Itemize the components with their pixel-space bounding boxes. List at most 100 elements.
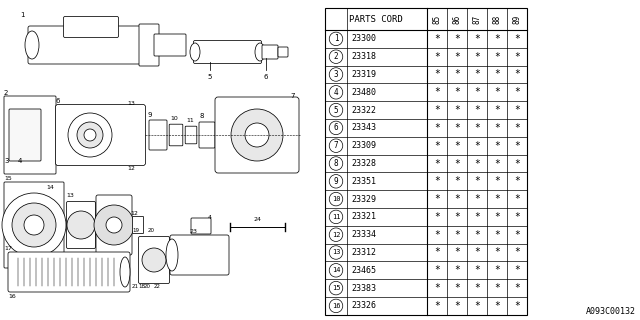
Text: *: * [454, 52, 460, 62]
Text: 11: 11 [332, 214, 340, 220]
Text: *: * [514, 247, 520, 258]
Ellipse shape [190, 43, 200, 61]
FancyBboxPatch shape [170, 235, 229, 275]
Text: 23343: 23343 [351, 124, 376, 132]
Circle shape [329, 85, 343, 99]
Text: 86: 86 [452, 14, 461, 24]
Text: *: * [514, 283, 520, 293]
FancyBboxPatch shape [4, 182, 64, 268]
FancyBboxPatch shape [149, 120, 167, 150]
Text: 1: 1 [333, 34, 339, 44]
Text: *: * [454, 247, 460, 258]
Text: *: * [474, 265, 480, 275]
Text: *: * [434, 105, 440, 115]
Text: *: * [474, 158, 480, 169]
Text: 4: 4 [208, 215, 212, 220]
Text: *: * [434, 194, 440, 204]
Text: 88: 88 [493, 14, 502, 24]
Text: 13: 13 [66, 193, 74, 198]
Text: *: * [434, 158, 440, 169]
Text: 23318: 23318 [351, 52, 376, 61]
Circle shape [106, 217, 122, 233]
FancyBboxPatch shape [138, 236, 170, 284]
Text: *: * [454, 230, 460, 240]
Text: 14: 14 [332, 267, 340, 273]
Bar [325, 8, 527, 315]
Text: 23322: 23322 [351, 106, 376, 115]
FancyBboxPatch shape [9, 109, 41, 161]
Text: *: * [454, 34, 460, 44]
Text: *: * [434, 265, 440, 275]
Text: *: * [494, 158, 500, 169]
Text: *: * [434, 141, 440, 151]
Text: 5: 5 [208, 74, 212, 80]
FancyBboxPatch shape [185, 126, 197, 144]
Text: 6: 6 [264, 74, 268, 80]
Text: *: * [434, 34, 440, 44]
Text: 23: 23 [190, 229, 198, 234]
Ellipse shape [120, 257, 130, 287]
Text: 23326: 23326 [351, 301, 376, 310]
Text: *: * [494, 52, 500, 62]
Text: *: * [434, 247, 440, 258]
Circle shape [329, 32, 343, 46]
Text: *: * [474, 176, 480, 186]
Text: 4: 4 [333, 88, 339, 97]
Circle shape [329, 192, 343, 206]
Text: 6: 6 [333, 124, 339, 132]
Text: 9: 9 [333, 177, 339, 186]
Text: *: * [474, 69, 480, 79]
Circle shape [329, 139, 343, 152]
Text: 23351: 23351 [351, 177, 376, 186]
Text: *: * [494, 212, 500, 222]
Text: 4: 4 [18, 158, 22, 164]
Text: *: * [474, 247, 480, 258]
Text: *: * [514, 34, 520, 44]
Text: *: * [474, 283, 480, 293]
Circle shape [329, 68, 343, 81]
Text: 10: 10 [332, 196, 340, 202]
Circle shape [329, 174, 343, 188]
Text: *: * [514, 158, 520, 169]
Text: 24: 24 [254, 217, 262, 222]
Text: 14: 14 [46, 185, 54, 190]
Ellipse shape [255, 43, 265, 61]
Text: *: * [474, 230, 480, 240]
Text: *: * [494, 123, 500, 133]
Circle shape [67, 211, 95, 239]
Text: 21: 21 [132, 284, 139, 289]
Text: PARTS CORD: PARTS CORD [349, 14, 403, 23]
Text: 22: 22 [154, 284, 161, 289]
Text: 15: 15 [4, 176, 12, 181]
FancyBboxPatch shape [215, 97, 299, 173]
Text: A093C00132: A093C00132 [586, 307, 636, 316]
Text: *: * [454, 141, 460, 151]
Text: *: * [434, 283, 440, 293]
Text: *: * [514, 176, 520, 186]
FancyBboxPatch shape [278, 47, 288, 57]
Text: *: * [494, 247, 500, 258]
Circle shape [77, 122, 103, 148]
Circle shape [84, 129, 96, 141]
Text: 13: 13 [127, 101, 135, 106]
Text: *: * [454, 87, 460, 97]
Circle shape [329, 281, 343, 295]
Text: *: * [514, 69, 520, 79]
Text: 18: 18 [138, 284, 145, 289]
Text: *: * [474, 105, 480, 115]
Text: 85: 85 [433, 14, 442, 24]
Text: *: * [494, 34, 500, 44]
Circle shape [329, 299, 343, 313]
Text: *: * [514, 52, 520, 62]
Text: *: * [454, 176, 460, 186]
Text: 11: 11 [186, 118, 194, 123]
Text: *: * [514, 105, 520, 115]
Text: *: * [494, 141, 500, 151]
FancyBboxPatch shape [262, 45, 278, 59]
Text: *: * [434, 176, 440, 186]
FancyBboxPatch shape [193, 41, 262, 63]
Text: 12: 12 [130, 211, 138, 216]
Text: *: * [454, 301, 460, 311]
Text: 20: 20 [148, 228, 155, 233]
Text: *: * [514, 141, 520, 151]
